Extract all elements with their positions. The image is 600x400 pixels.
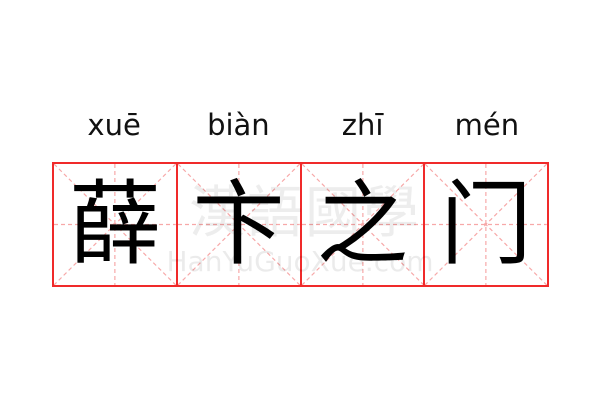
grid-cell: 薛 [54, 164, 178, 285]
guide-line [54, 164, 176, 285]
pinyin-4: mén [454, 108, 520, 142]
pinyin-3: zhī [341, 108, 384, 142]
guide-lines [425, 164, 547, 285]
character-4: 门 [440, 170, 533, 278]
guide-lines [302, 164, 424, 285]
guide-line [302, 164, 424, 285]
guide-line [178, 164, 300, 285]
character-3: 之 [316, 170, 409, 278]
pinyin-row: xuē biàn zhī mén [52, 108, 549, 142]
character-1: 薛 [68, 170, 161, 278]
guide-line [425, 164, 547, 285]
grid-cell: 之 [302, 164, 426, 285]
grid-cell: 卞 [178, 164, 302, 285]
character-2: 卞 [192, 170, 285, 278]
watermark-logo: 漢語國學 [189, 181, 421, 246]
grid-cell: 门 [425, 164, 547, 285]
pinyin-2: biàn [207, 108, 270, 142]
watermark-text: HanYuGuoXue.com [166, 245, 434, 278]
pinyin-1: xuē [87, 108, 141, 142]
guide-lines [178, 164, 300, 285]
character-grid: 薛 卞 之 门 [52, 162, 549, 287]
guide-lines [54, 164, 176, 285]
